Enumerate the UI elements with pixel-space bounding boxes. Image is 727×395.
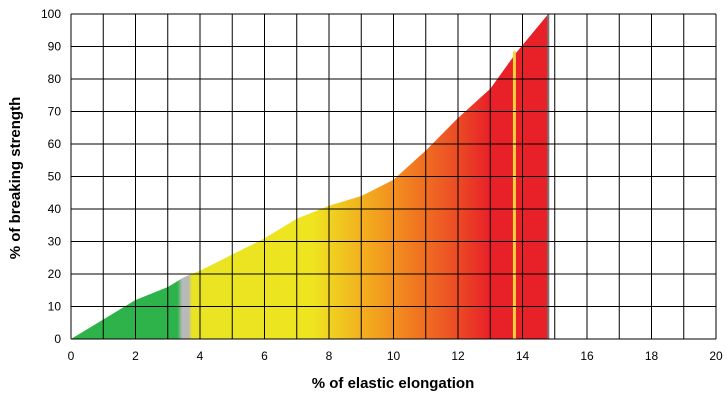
x-tick-label: 8 [326,349,333,363]
y-tick-label: 0 [54,332,61,346]
x-tick-label: 14 [516,349,530,363]
y-tick-label: 80 [48,72,62,86]
y-tick-label: 70 [48,105,62,119]
y-tick-label: 50 [48,170,62,184]
tick-labels: 0 2 4 6 8 10 12 14 16 18 20 0 10 20 30 40 50 60 70 80 90 100 [41,7,723,363]
x-tick-label: 12 [451,349,465,363]
x-tick-label: 0 [68,349,75,363]
y-tick-label: 60 [48,137,62,151]
x-tick-label: 20 [709,349,723,363]
y-tick-label: 30 [48,235,62,249]
x-tick-label: 2 [132,349,139,363]
y-tick-label: 10 [48,300,62,314]
elongation-area [71,14,549,339]
y-axis-title: % of breaking strength [7,97,24,260]
y-tick-label: 100 [41,7,61,21]
x-tick-label: 6 [261,349,268,363]
x-tick-label: 18 [645,349,659,363]
x-tick-label: 16 [580,349,594,363]
y-tick-label: 40 [48,202,62,216]
grid-lines [70,13,717,340]
y-tick-label: 90 [48,40,62,54]
y-tick-label: 20 [48,267,62,281]
x-tick-label: 4 [197,349,204,363]
x-axis-title: % of elastic elongation [312,375,475,392]
x-tick-label: 10 [387,349,401,363]
